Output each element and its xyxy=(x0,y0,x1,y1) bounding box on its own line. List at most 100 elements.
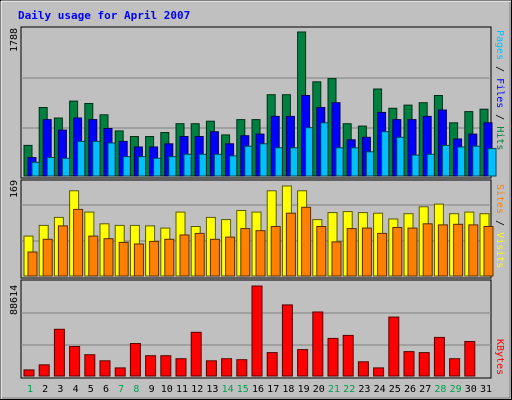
panel-kbytes: 88614 KBytes xyxy=(9,279,505,379)
bar-sites-day-9 xyxy=(149,240,160,277)
bar-sites-day-12 xyxy=(194,232,205,277)
x-tick-label-day-6: 6 xyxy=(103,384,109,395)
bar-kbytes-day-9 xyxy=(145,355,157,377)
x-tick-label-day-26: 26 xyxy=(404,384,416,395)
x-tick-label-day-30: 30 xyxy=(465,384,477,395)
x-tick-label-day-16: 16 xyxy=(252,384,264,395)
legend-part: Sites xyxy=(494,184,505,214)
bar-sites-day-30 xyxy=(468,224,479,277)
bar-sites-day-3 xyxy=(57,225,68,277)
bar-sites-day-1 xyxy=(27,251,38,277)
x-tick-label-day-31: 31 xyxy=(480,384,492,395)
legend-part: / xyxy=(494,60,505,78)
bar-sites-day-17 xyxy=(270,226,281,277)
bar-kbytes-day-2 xyxy=(38,364,50,377)
bar-pages-day-31 xyxy=(487,148,497,177)
legend-part: Pages xyxy=(494,30,505,60)
x-tick-label-day-1: 1 xyxy=(27,384,33,395)
legend-part: Hits xyxy=(494,126,505,150)
y-max-label-visits: 169 xyxy=(9,180,20,198)
bar-kbytes-day-5 xyxy=(84,354,96,377)
x-tick-label-day-24: 24 xyxy=(374,384,386,395)
x-tick-label-day-23: 23 xyxy=(358,384,370,395)
bars-visits-sites xyxy=(23,185,494,277)
right-legend-hits: Pages / Files / Hits xyxy=(494,30,505,150)
bar-sites-day-8 xyxy=(133,243,144,277)
bar-sites-day-21 xyxy=(331,241,342,277)
bar-sites-day-22 xyxy=(346,228,357,277)
bar-kbytes-day-8 xyxy=(129,343,141,377)
x-tick-label-day-28: 28 xyxy=(434,384,446,395)
legend-part: KBytes xyxy=(494,339,505,375)
bar-sites-day-2 xyxy=(42,238,53,277)
bar-kbytes-day-6 xyxy=(99,360,111,377)
chart-title: Daily usage for April 2007 xyxy=(18,9,190,22)
bar-sites-day-11 xyxy=(179,234,190,277)
bar-kbytes-day-20 xyxy=(312,311,324,377)
right-legend-kbytes: KBytes xyxy=(494,339,505,375)
bar-kbytes-day-28 xyxy=(433,336,445,377)
bar-kbytes-day-22 xyxy=(342,334,354,377)
x-tick-label-day-21: 21 xyxy=(328,384,340,395)
bar-kbytes-day-18 xyxy=(281,304,293,377)
bar-sites-day-13 xyxy=(209,238,220,277)
y-max-label-kbytes: 88614 xyxy=(9,285,20,315)
x-tick-label-day-3: 3 xyxy=(57,384,63,395)
bar-kbytes-day-23 xyxy=(357,361,369,377)
bar-sites-day-20 xyxy=(316,226,327,277)
x-tick-label-day-11: 11 xyxy=(176,384,188,395)
x-tick-label-day-20: 20 xyxy=(313,384,325,395)
bar-kbytes-day-14 xyxy=(221,358,233,377)
x-tick-label-day-13: 13 xyxy=(206,384,218,395)
x-tick-label-day-27: 27 xyxy=(419,384,431,395)
bar-sites-day-4 xyxy=(73,208,84,277)
bar-sites-day-27 xyxy=(422,223,433,277)
bar-kbytes-day-24 xyxy=(373,367,385,377)
bar-kbytes-day-11 xyxy=(175,358,187,377)
x-tick-label-day-22: 22 xyxy=(343,384,355,395)
bar-sites-day-10 xyxy=(164,238,175,277)
bar-kbytes-day-3 xyxy=(53,328,65,377)
bar-kbytes-day-30 xyxy=(464,341,476,377)
y-max-label-hits: 1788 xyxy=(9,28,20,52)
bar-kbytes-day-1 xyxy=(23,369,35,377)
bar-kbytes-day-15 xyxy=(236,359,248,377)
bar-kbytes-day-12 xyxy=(190,331,202,377)
x-tick-label-day-4: 4 xyxy=(73,384,79,395)
bar-kbytes-day-29 xyxy=(449,358,461,377)
legend-part: / xyxy=(494,108,505,126)
x-tick-label-day-25: 25 xyxy=(389,384,401,395)
x-tick-label-day-12: 12 xyxy=(191,384,203,395)
x-tick-label-day-18: 18 xyxy=(282,384,294,395)
x-tick-label-day-17: 17 xyxy=(267,384,279,395)
x-tick-label-day-29: 29 xyxy=(450,384,462,395)
bar-sites-day-26 xyxy=(407,227,418,277)
bar-kbytes-day-26 xyxy=(403,351,415,377)
bar-kbytes-day-17 xyxy=(266,352,278,377)
bar-sites-day-6 xyxy=(103,238,114,277)
bar-kbytes-day-4 xyxy=(69,346,81,377)
bar-sites-day-15 xyxy=(240,228,251,277)
bars-kbytes xyxy=(23,285,476,377)
bar-kbytes-day-21 xyxy=(327,337,339,377)
x-tick-label-day-2: 2 xyxy=(42,384,48,395)
bar-sites-day-19 xyxy=(301,206,312,277)
legend-part: / xyxy=(494,214,505,232)
panel-hits: 1788 Pages / Files / Hits xyxy=(9,26,505,179)
bar-sites-day-14 xyxy=(225,236,236,277)
legend-part: Files xyxy=(494,78,505,108)
x-tick-label-day-9: 9 xyxy=(149,384,155,395)
x-tick-label-day-15: 15 xyxy=(237,384,249,395)
bar-sites-day-23 xyxy=(361,227,372,277)
bar-sites-day-7 xyxy=(118,241,129,277)
right-legend-visits: Sites / Visits xyxy=(494,184,505,268)
bar-sites-day-16 xyxy=(255,230,266,277)
x-axis-day-labels: 1 2 3 4 5 6 7 8 9 10 11 12 13 14 15 16 17 18 19 20 21 22 23 24 2… xyxy=(27,384,492,395)
bar-kbytes-day-7 xyxy=(114,367,126,377)
bar-kbytes-day-27 xyxy=(418,352,430,377)
bar-sites-day-24 xyxy=(377,232,388,277)
bar-sites-day-25 xyxy=(392,227,403,277)
bar-kbytes-day-10 xyxy=(160,355,172,377)
panel-visits: 169 Sites / Visits xyxy=(9,179,505,279)
